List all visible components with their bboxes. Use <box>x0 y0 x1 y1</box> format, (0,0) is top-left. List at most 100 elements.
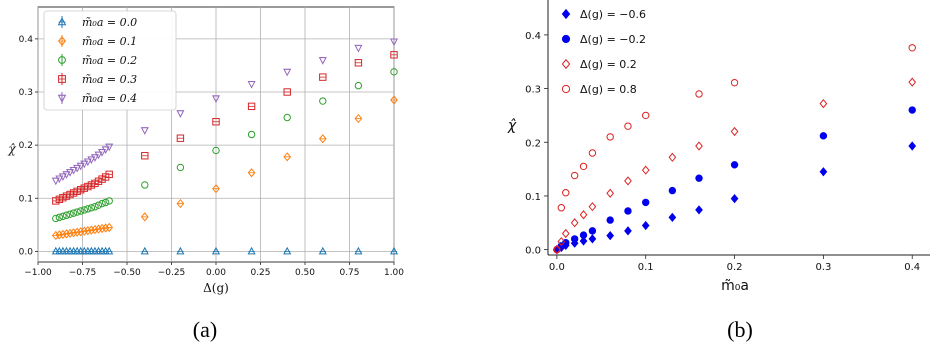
plot-a-point <box>87 204 96 212</box>
plot-a-point <box>98 223 106 234</box>
plot-b-point <box>641 220 650 231</box>
plot-b-ytick-label: 0.3 <box>525 85 541 96</box>
plot-b-point <box>624 207 632 215</box>
plot-b-point <box>819 132 828 140</box>
plot-a-point <box>62 211 71 219</box>
plot-b-xtick-label: 0.1 <box>638 262 654 273</box>
plot-b-point <box>819 98 828 109</box>
plot-b-point <box>695 205 703 215</box>
plot-a-ytick-label: 0.0 <box>19 247 34 257</box>
plot-a-point <box>283 152 292 162</box>
plot-b-point <box>641 165 650 175</box>
plot-a-point <box>318 134 327 144</box>
plot-a-point <box>76 227 85 237</box>
plot-a-point <box>141 152 149 160</box>
plot-b-point <box>579 236 588 246</box>
plot-a-point <box>283 246 292 255</box>
plot-b-point <box>570 171 579 180</box>
plot-a-xtick-label: −0.50 <box>113 268 141 278</box>
legend-a-label: m̃₀a = 0.2 <box>82 54 137 67</box>
plot-b-point <box>730 78 739 87</box>
plot-b-point <box>570 218 579 228</box>
legend-b-marker <box>561 8 571 20</box>
plot-a-point <box>80 226 89 236</box>
plot-a-point <box>105 143 114 152</box>
plot-a-point <box>101 198 110 207</box>
plot-b-point <box>588 149 597 157</box>
panel-a: −1.00 −0.75 −0.50 −0.25 0.00 0.25 0.50 0.75 1.00… <box>7 6 405 295</box>
plot-b-legend: Δ(g) = −0.6 Δ(g) = −0.2 Δ(g) = 0.2 Δ(g) = 0… <box>561 8 646 96</box>
plot-b-point <box>668 212 677 223</box>
plot-a-point <box>176 134 185 142</box>
plot-a-point <box>69 167 78 175</box>
plot-a-ytick-label: 0.2 <box>19 141 33 151</box>
plot-a-ticks: −1.00 −0.75 −0.50 −0.25 0.00 0.25 0.50 0.75 1.00… <box>19 35 405 278</box>
plot-a-point <box>66 210 74 218</box>
plot-b-ticks: 0.0 0.1 0.2 0.3 0.4 0.0 0.1 0.2 0.3 0.4 <box>525 31 920 273</box>
plot-b-point <box>562 189 570 197</box>
legend-b-marker <box>561 34 571 44</box>
plot-b-ytick-label: 0.1 <box>525 192 541 203</box>
plot-a-point <box>101 223 110 233</box>
plot-b-point <box>561 228 570 239</box>
plot-a-point <box>59 212 67 221</box>
plot-b-point <box>606 188 615 198</box>
caption-a: (a) <box>193 317 217 342</box>
plot-a-xtick-label: 0.50 <box>295 268 315 278</box>
plot-b-point <box>579 210 588 220</box>
plot-a-point <box>94 201 103 209</box>
legend-a-marker <box>57 94 67 103</box>
plot-a-xtick-label: 0.75 <box>339 268 359 278</box>
legend-a-marker <box>58 75 66 83</box>
plot-b-point <box>908 77 917 87</box>
plot-b-ytick-label: 0.0 <box>525 246 541 257</box>
plot-b-xtick-label: 0.0 <box>549 262 565 273</box>
legend-a-label: m̃₀a = 0.3 <box>82 73 137 86</box>
plot-a-point <box>105 170 113 179</box>
plot-b-point <box>908 141 917 151</box>
plot-a-point <box>283 88 291 96</box>
plot-b-point <box>588 227 597 235</box>
plot-b-xtick-label: 0.3 <box>815 262 831 273</box>
plot-a-point <box>77 207 85 215</box>
plot-a-ylabel: χ̂ <box>7 142 16 156</box>
plot-b-point <box>695 90 703 98</box>
plot-a-point <box>73 164 82 173</box>
plot-b-marks <box>553 44 917 255</box>
plot-b-point <box>730 126 739 137</box>
legend-b-marker <box>561 84 571 94</box>
plot-a-point <box>140 212 149 222</box>
plot-b-point <box>588 234 597 244</box>
plot-b-point <box>668 152 677 162</box>
plot-a-legend: m̃₀a = 0.0 m̃₀a = 0.1 m̃₀a = 0.2 m̃₀a = 0.3… <box>43 10 177 111</box>
plot-b-point <box>579 231 588 239</box>
plot-a-point <box>66 228 74 238</box>
plot-a-point <box>69 209 78 217</box>
plot-a-point <box>51 177 60 186</box>
plot-a-point <box>211 95 221 103</box>
plot-b-point <box>642 111 650 120</box>
plot-b-point <box>557 236 566 247</box>
plot-b-point <box>557 204 566 212</box>
plot-a-point <box>354 81 363 90</box>
plot-a-point <box>55 175 64 184</box>
plot-a-point <box>59 229 67 239</box>
plot-a-point <box>76 162 85 171</box>
plot-a-point <box>247 102 256 111</box>
plot-a-point <box>211 246 221 255</box>
plot-a-point <box>212 118 220 126</box>
plot-a-point <box>69 228 78 238</box>
plot-a-point <box>212 146 220 155</box>
plot-a-xtick-label: −1.00 <box>24 268 52 278</box>
plot-a-point <box>354 246 363 255</box>
legend-a-marker <box>57 17 67 26</box>
plot-b-point <box>588 202 597 212</box>
plot-a-point <box>247 130 256 139</box>
plot-b-point <box>668 186 677 195</box>
plot-b-point <box>908 106 916 114</box>
plot-b-xtick-label: 0.4 <box>904 262 920 273</box>
plot-a-point <box>52 214 60 223</box>
plot-a-point <box>390 51 398 59</box>
plot-b-point <box>606 133 614 141</box>
